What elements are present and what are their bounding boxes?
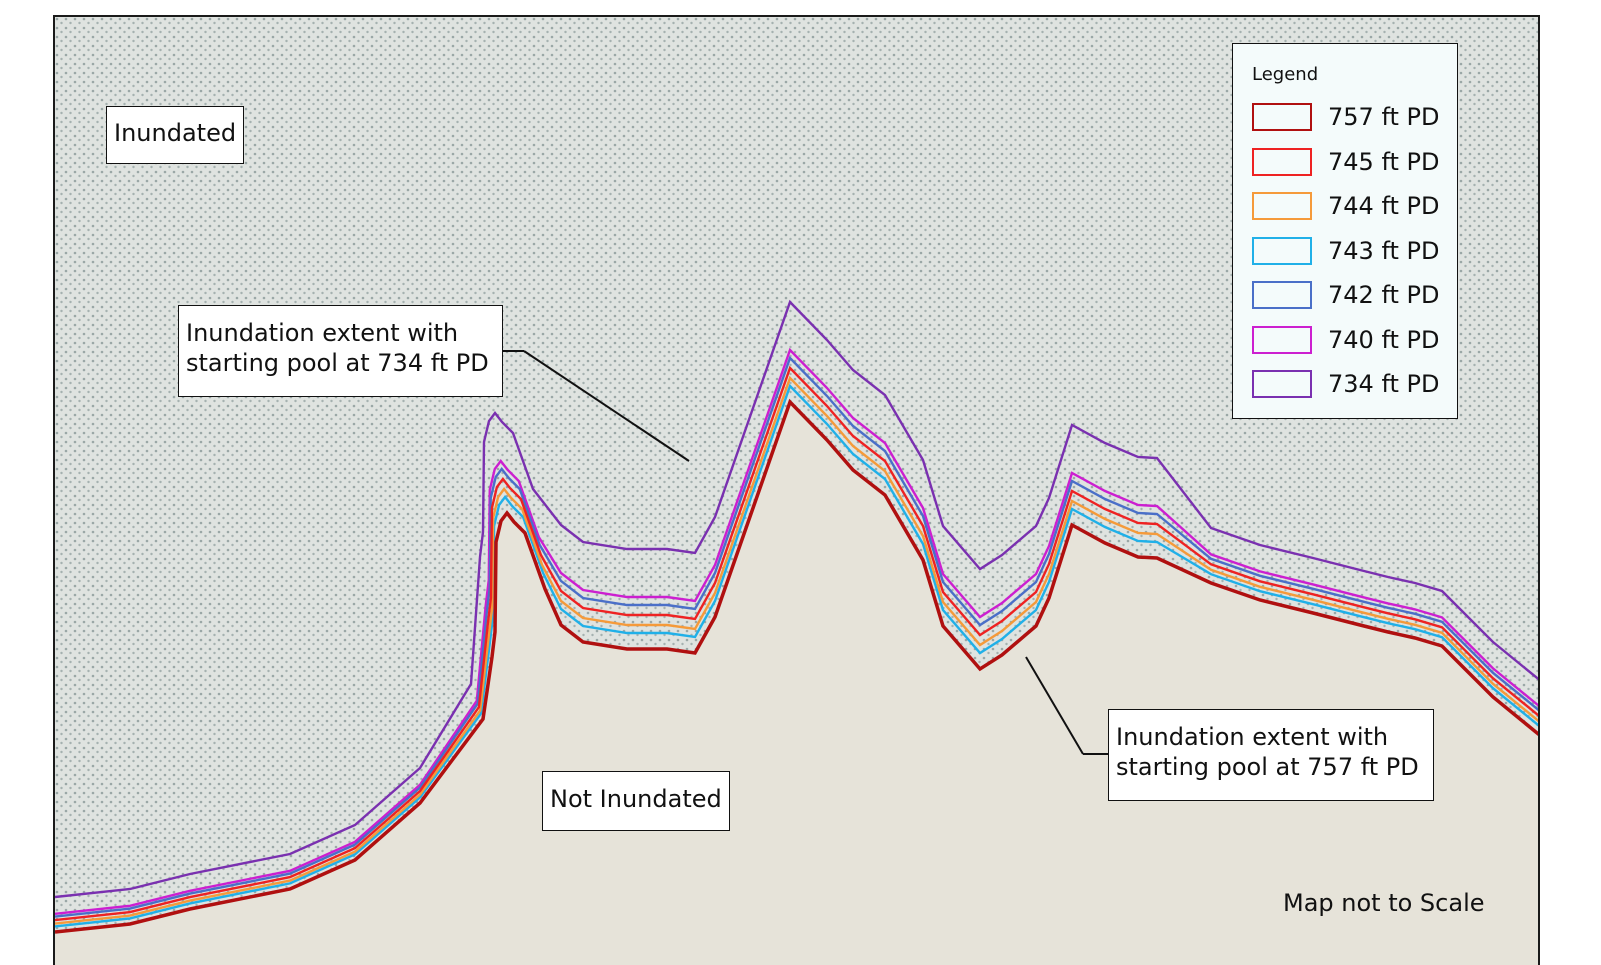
legend-item-757: 757 ft PD — [1252, 103, 1452, 133]
legend-swatch-757 — [1252, 103, 1312, 131]
map-legend: Legend 757 ft PD 745 ft PD 744 ft PD 743… — [1232, 43, 1458, 419]
legend-label-757: 757 ft PD — [1328, 103, 1440, 131]
extent-line-742 — [55, 355, 1538, 918]
legend-label-744: 744 ft PD — [1328, 192, 1440, 220]
legend-item-740: 740 ft PD — [1252, 326, 1452, 356]
legend-label-742: 742 ft PD — [1328, 281, 1440, 309]
legend-item-745: 745 ft PD — [1252, 148, 1452, 178]
extent-line-757 — [55, 398, 1538, 934]
legend-label-745: 745 ft PD — [1328, 148, 1440, 176]
not-inundated-area-label: Not Inundated — [542, 771, 730, 831]
callout-757-line2: starting pool at 757 ft PD — [1116, 753, 1419, 781]
extent-line-745 — [55, 365, 1538, 922]
legend-label-743: 743 ft PD — [1328, 237, 1440, 265]
scale-note: Map not to Scale — [1283, 889, 1485, 917]
legend-swatch-743 — [1252, 237, 1312, 265]
legend-label-740: 740 ft PD — [1328, 326, 1440, 354]
callout-734-line1: Inundation extent with — [186, 319, 459, 347]
legend-title: Legend — [1252, 64, 1319, 85]
legend-swatch-734 — [1252, 370, 1312, 398]
legend-item-743: 743 ft PD — [1252, 237, 1452, 267]
legend-item-734: 734 ft PD — [1252, 370, 1452, 400]
legend-label-734: 734 ft PD — [1328, 370, 1440, 398]
extent-line-734 — [55, 299, 1538, 899]
legend-swatch-742 — [1252, 281, 1312, 309]
extent-line-740 — [55, 347, 1538, 915]
callout-leader-734-diagonal — [523, 350, 690, 462]
legend-swatch-744 — [1252, 192, 1312, 220]
extent-line-743 — [55, 383, 1538, 928]
callout-734-line2: starting pool at 734 ft PD — [186, 349, 489, 377]
callout-leader-757 — [1025, 656, 1084, 755]
legend-swatch-740 — [1252, 326, 1312, 354]
callout-734-ft-pd: Inundation extent with starting pool at … — [178, 305, 503, 397]
legend-item-744: 744 ft PD — [1252, 192, 1452, 222]
inundated-area-label: Inundated — [106, 106, 245, 164]
callout-757-line1: Inundation extent with — [1116, 723, 1389, 751]
legend-item-742: 742 ft PD — [1252, 281, 1452, 311]
map-frame: Inundated Not Inundated Inundation exten… — [53, 15, 1540, 965]
legend-swatch-745 — [1252, 148, 1312, 176]
not-inundated-area — [55, 402, 1538, 965]
extent-line-744 — [55, 375, 1538, 925]
callout-757-ft-pd: Inundation extent with starting pool at … — [1108, 709, 1434, 801]
